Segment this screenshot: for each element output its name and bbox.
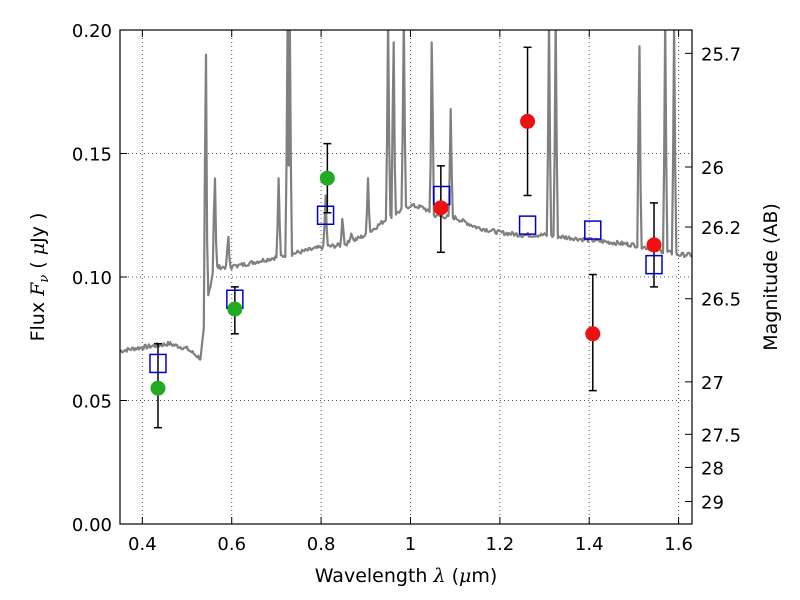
mag-tick-label: 26 (701, 158, 724, 179)
y-tick-label: 0.05 (72, 392, 112, 413)
mag-tick-label: 29 (701, 492, 724, 513)
mag-tick-label: 26.2 (701, 218, 741, 239)
mag-tick-label: 25.7 (701, 44, 741, 65)
observed-point-red (433, 200, 449, 216)
y-axis-title: Flux Fν ( μJy ) (27, 213, 52, 342)
x-tick-label: 1 (405, 534, 416, 555)
axis-ticks: 0.4 0.6 0.8 1 1.2 1.4 1.6 0.00 0.05 0.10 0.15 0.20 2… (72, 21, 741, 555)
model-point-box (645, 254, 663, 275)
observed-point-green (227, 301, 243, 317)
observed-point-red (585, 326, 601, 342)
x-axis-title: Wavelength λ (μm) (315, 565, 498, 587)
observed-point-green (319, 170, 335, 186)
model-point-box (584, 220, 602, 240)
x-tick-label: 0.4 (128, 534, 157, 555)
y-tick-label: 0.10 (72, 268, 112, 289)
x-tick-label: 0.8 (307, 534, 336, 555)
y-tick-label: 0.20 (72, 21, 112, 42)
observed-point-red (646, 237, 662, 253)
mag-tick-label: 27.5 (701, 425, 741, 446)
x-tick-label: 1.2 (486, 534, 515, 555)
y-tick-label: 0.15 (72, 145, 112, 166)
y-tick-label: 0.00 (72, 515, 112, 536)
model-point-box (149, 353, 167, 374)
mag-tick-label: 28 (701, 458, 724, 479)
data-marks (149, 46, 663, 429)
x-tick-label: 1.6 (664, 534, 693, 555)
mag-tick-label: 27 (701, 373, 724, 394)
spectrum-line (120, 30, 692, 361)
model-point-box (518, 215, 537, 235)
model-point-box (316, 205, 335, 225)
x-tick-label: 1.4 (575, 534, 604, 555)
y2-axis-title: Magnitude (AB) (760, 203, 782, 351)
observed-point-red (520, 113, 536, 129)
x-tick-label: 0.6 (217, 534, 246, 555)
observed-point-green (150, 380, 166, 396)
mag-tick-label: 26.5 (701, 290, 741, 311)
